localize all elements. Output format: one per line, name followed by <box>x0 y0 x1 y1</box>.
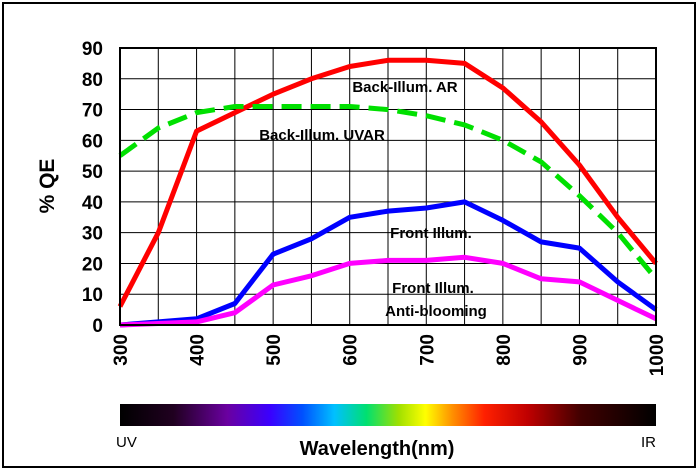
series-line <box>119 254 658 328</box>
annotation-back-ar: Back-Illum. AR <box>352 79 457 96</box>
x-tick-label: 800 <box>494 334 515 366</box>
annotation-front-ab-line2: Anti-blooming <box>385 303 487 320</box>
x-tick-label: 900 <box>570 334 591 366</box>
grid <box>120 48 656 325</box>
series-line <box>118 104 658 281</box>
x-axis-label: Wavelength(nm) <box>300 438 455 460</box>
chart-frame <box>2 2 696 468</box>
series-line <box>119 199 658 328</box>
y-axis-label: % QE <box>36 159 59 214</box>
series-lines <box>117 57 658 328</box>
x-tick-labels: 300 400 500 600 700 800 900 1000 <box>111 334 668 376</box>
y-tick-label: 80 <box>82 70 103 91</box>
y-tick-label: 90 <box>82 39 103 60</box>
x-tick-label: 1000 <box>647 334 668 376</box>
series-line <box>117 57 658 308</box>
spectrum-ir-label: IR <box>641 434 656 451</box>
y-tick-labels: 0 10 20 30 40 50 60 70 80 90 <box>82 39 103 337</box>
y-tick-label: 10 <box>82 285 103 306</box>
y-tick-label: 30 <box>82 224 103 245</box>
plot-area <box>119 47 657 326</box>
y-tick-label: 0 <box>92 316 103 337</box>
x-tick-label: 300 <box>111 334 132 366</box>
x-tick-label: 600 <box>341 334 362 366</box>
y-tick-label: 20 <box>82 254 103 275</box>
x-tick-label: 500 <box>264 334 285 366</box>
y-tick-label: 60 <box>82 131 103 152</box>
y-tick-label: 40 <box>82 193 103 214</box>
annotation-back-uvar: Back-Illum. UVAR <box>259 127 385 144</box>
spectrum-bar <box>120 404 656 426</box>
annotation-front-ab-line1: Front Illum. <box>392 280 474 297</box>
annotation-front: Front Illum. <box>390 225 472 242</box>
y-tick-label: 70 <box>82 101 103 122</box>
spectrum-uv-label: UV <box>116 434 137 451</box>
x-tick-label: 700 <box>417 334 438 366</box>
y-tick-label: 50 <box>82 162 103 183</box>
x-tick-label: 400 <box>188 334 209 366</box>
